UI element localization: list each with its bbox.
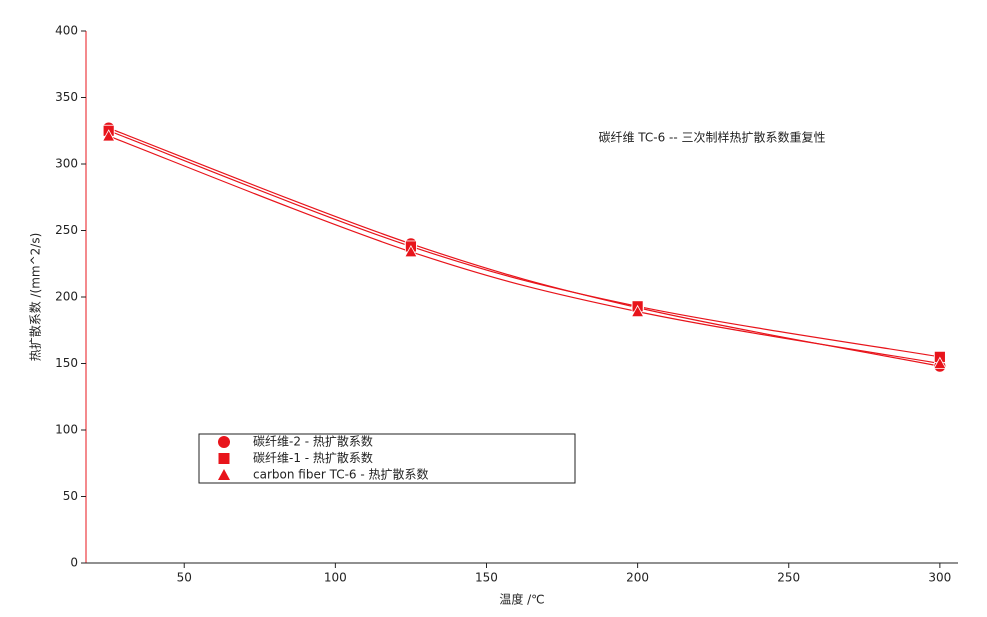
marker	[218, 453, 230, 464]
y-tick-label: 100	[55, 423, 78, 437]
series-line	[108, 130, 940, 358]
x-tick-label: 50	[177, 571, 192, 585]
x-tick-label: 300	[928, 571, 951, 585]
y-tick-label: 350	[55, 90, 78, 104]
x-tick-label: 200	[626, 571, 649, 585]
legend-label: 碳纤维-2 - 热扩散系数	[253, 434, 373, 449]
y-tick-label: 0	[70, 556, 78, 570]
series-line	[108, 127, 940, 367]
marker	[933, 356, 947, 369]
legend-box	[198, 433, 576, 484]
x-tick-label: 250	[777, 571, 800, 585]
y-tick-label: 200	[55, 290, 78, 304]
y-tick-label: 50	[63, 489, 78, 503]
marker	[101, 129, 116, 142]
y-axis-label: 热扩散系数 /(mm^2/s)	[28, 233, 43, 362]
marker	[404, 244, 418, 258]
x-axis-label: 温度 /℃	[499, 592, 544, 607]
legend-label: carbon fiber TC-6 - 热扩散系数	[253, 467, 429, 482]
marker	[630, 304, 645, 318]
annotation: 碳纤维 TC-6 -- 三次制样热扩散系数重复性	[598, 130, 825, 145]
legend-label: 碳纤维-1 - 热扩散系数	[253, 450, 373, 465]
x-tick-label: 150	[475, 571, 498, 585]
y-tick-label: 150	[55, 356, 78, 370]
series-line	[108, 135, 940, 365]
x-tick-label: 100	[324, 571, 347, 585]
y-tick-label: 250	[55, 223, 78, 237]
marker	[218, 469, 230, 480]
marker	[218, 436, 230, 448]
y-tick-label: 400	[55, 24, 78, 38]
y-tick-label: 300	[55, 157, 78, 171]
